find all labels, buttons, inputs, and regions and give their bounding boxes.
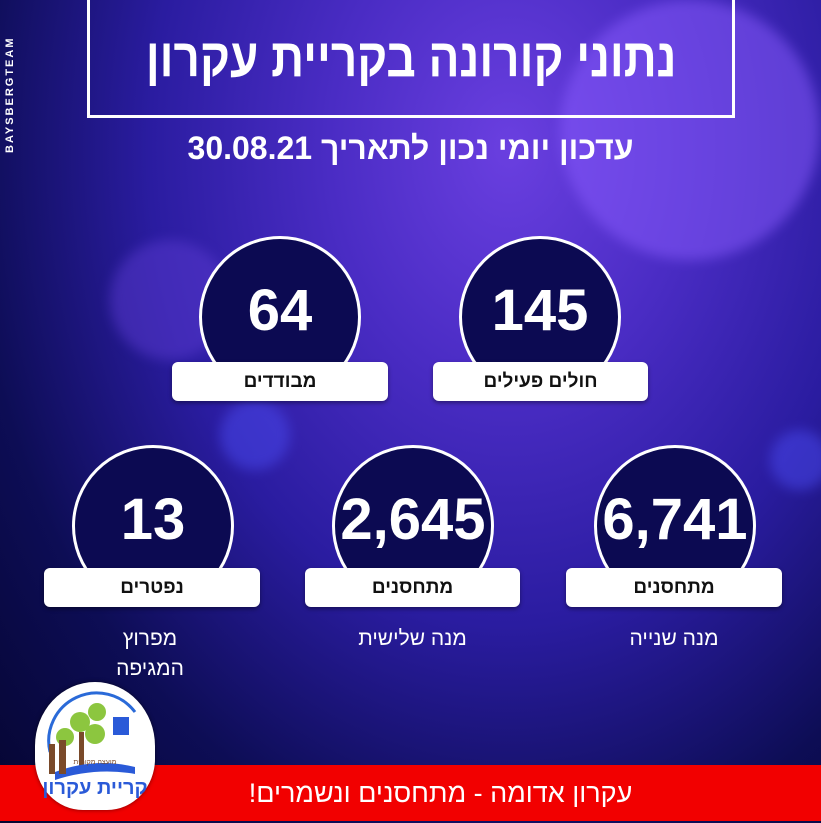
stat-note-deceased: מפרוץ המגיפה <box>116 627 184 680</box>
tree-icon: מועצה מקומית קריית עקרון <box>42 691 148 799</box>
virus-decoration <box>560 0 820 260</box>
title-box: נתוני קורונה בקריית עקרון <box>87 0 735 118</box>
stat-note-second-dose: מנה שנייה <box>629 627 719 650</box>
stat-label-isolated: מבודדים <box>172 362 388 401</box>
update-date: עדכון יומי נכון לתאריך 30.08.21 <box>187 130 634 166</box>
stat-note-third-dose: מנה שלישית <box>358 627 467 650</box>
logo-subtitle: מועצה מקומית <box>74 759 117 766</box>
virus-decoration <box>220 400 290 470</box>
stat-label-second-dose: מתחסנים <box>566 568 782 607</box>
stat-label-active: חולים פעילים <box>433 362 648 401</box>
page-title: נתוני קורונה בקריית עקרון <box>145 27 677 88</box>
virus-decoration <box>770 430 821 490</box>
stat-label-deceased: נפטרים <box>44 568 260 607</box>
logo-name: קריית עקרון <box>42 777 147 799</box>
stat-label-third-dose: מתחסנים <box>305 568 520 607</box>
municipality-logo: מועצה מקומית קריית עקרון <box>35 682 155 810</box>
